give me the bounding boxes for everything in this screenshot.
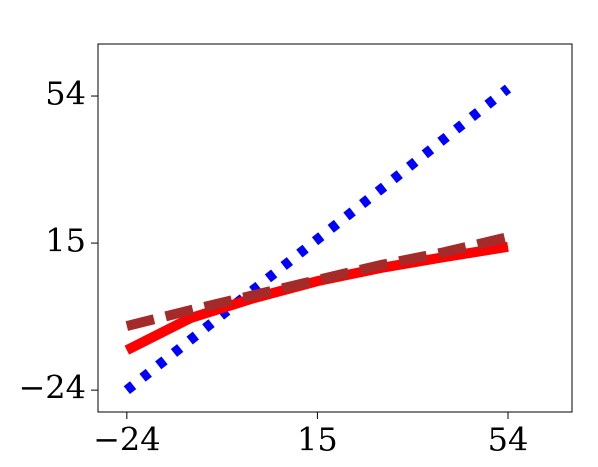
series-line [125,232,510,331]
series-line [124,241,509,355]
series-line [123,84,512,395]
y-tick-label: 54 [45,75,86,113]
y-tick-label: −24 [18,369,86,407]
plot-frame [97,43,573,413]
x-tick-label: −24 [93,421,161,459]
y-tick-label: 15 [45,222,86,260]
x-tick-label: 54 [488,421,529,459]
x-tick-label: 15 [297,421,338,459]
